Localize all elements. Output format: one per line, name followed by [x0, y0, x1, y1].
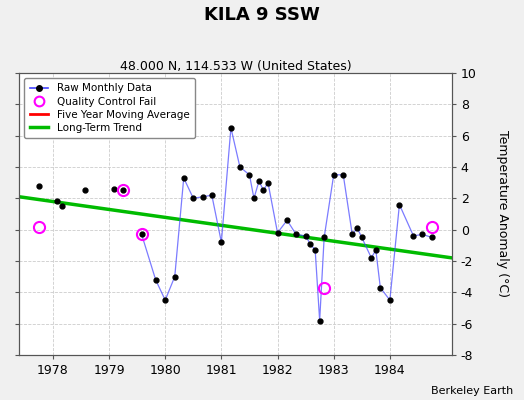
Y-axis label: Temperature Anomaly (°C): Temperature Anomaly (°C): [496, 130, 509, 298]
Text: Berkeley Earth: Berkeley Earth: [431, 386, 514, 396]
Legend: Raw Monthly Data, Quality Control Fail, Five Year Moving Average, Long-Term Tren: Raw Monthly Data, Quality Control Fail, …: [25, 78, 194, 138]
Text: KILA 9 SSW: KILA 9 SSW: [204, 6, 320, 24]
Title: 48.000 N, 114.533 W (United States): 48.000 N, 114.533 W (United States): [119, 60, 351, 73]
